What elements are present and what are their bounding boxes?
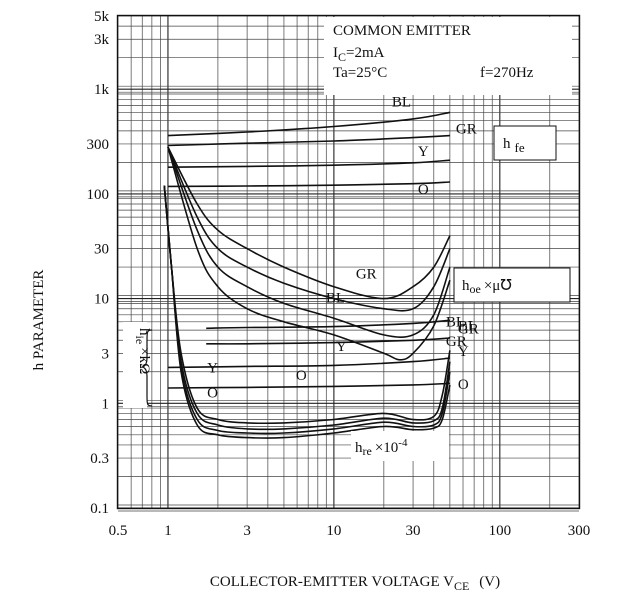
svg-text:hre×10-4: hre ×10-4 — [355, 437, 408, 458]
y-tick-label: 3k — [94, 32, 110, 48]
y-tick-label: 1k — [94, 82, 110, 98]
tick-labels: 0.5 1 3 10 30 100 300 5k 3k 1k 300 100 30 10 3 1 0.3 0.1 — [87, 9, 591, 539]
hfe-label: h fe — [493, 125, 557, 161]
svg-text:hie×kΩ: hie×kΩ — [133, 328, 152, 374]
y-tick-label: 100 — [87, 187, 110, 203]
hie-label-bl: BL — [446, 314, 465, 330]
hoe-label-o: O — [296, 368, 307, 384]
hoe-label-bl: BL — [326, 291, 345, 307]
condition-freq: f=270Hz — [480, 65, 534, 81]
hoe-label-gr: GR — [356, 267, 377, 283]
hoe-curve-o — [167, 146, 451, 361]
svg-text:hfe: h fe — [503, 136, 525, 155]
hie-label-gr: GR — [446, 334, 467, 350]
hie-curve-bl — [206, 319, 450, 330]
hie-curve-gr — [206, 337, 450, 345]
hre-label-y: Y — [458, 344, 469, 360]
hfe-curve-gr — [167, 134, 450, 147]
svg-text:hoe×μ℧: hoe ×μ℧ — [462, 278, 512, 296]
hre-label: hre ×10-4 — [351, 431, 449, 461]
y-tick-label: 3 — [102, 346, 110, 362]
hfe-label-bl: BL — [392, 94, 411, 110]
hie-label: hie×kΩ — [123, 322, 153, 408]
hfe-label-o: O — [418, 182, 429, 198]
y-axis-title: h PARAMETER — [31, 270, 47, 371]
hre-label-bl: BL — [458, 318, 477, 334]
y-tick-label: 30 — [94, 242, 109, 258]
hfe-label-y: Y — [418, 144, 429, 160]
hoe-label-y: Y — [336, 339, 347, 355]
x-axis-title: COLLECTOR-EMITTER VOLTAGE VCE (V) — [210, 574, 500, 593]
hre-label-o: O — [458, 377, 469, 393]
condition-ic: IC=2mA — [333, 45, 385, 64]
condition-box: COMMON EMITTER IC=2mA Ta=25°C f=270Hz — [324, 17, 572, 95]
hie-curve-o — [167, 382, 450, 389]
condition-ta: Ta=25°C — [333, 65, 387, 81]
hfe-curve-y — [167, 159, 450, 168]
hre-label-gr: GR — [458, 322, 479, 338]
hoe-curve-gr — [167, 146, 451, 312]
hie-curve-y — [167, 357, 450, 369]
y-tick-label: 5k — [94, 9, 110, 25]
hie-label-o: O — [207, 385, 218, 401]
x-tick-label: 3 — [243, 523, 251, 539]
x-tick-label: 10 — [326, 523, 341, 539]
hoe-label: hoe ×μ℧ — [453, 267, 571, 303]
x-tick-label: 0.5 — [109, 523, 128, 539]
curves — [163, 111, 451, 439]
hre-curve-o — [163, 185, 451, 439]
y-tick-label: 300 — [87, 137, 110, 153]
x-tick-label: 1 — [164, 523, 172, 539]
x-tick-label: 300 — [568, 523, 591, 539]
y-tick-label: 0.3 — [90, 451, 109, 467]
x-tick-label: 30 — [406, 523, 421, 539]
y-tick-label: 0.1 — [90, 501, 109, 517]
hfe-curve-bl — [167, 111, 451, 137]
hoe-curve-y — [167, 146, 451, 339]
condition-title: COMMON EMITTER — [333, 23, 471, 39]
y-tick-label: 10 — [94, 292, 109, 308]
hoe-curve-bl — [167, 146, 451, 300]
hie-label-y: Y — [207, 360, 218, 376]
hfe-curve-o — [167, 181, 450, 188]
plot-frame — [116, 14, 581, 510]
hfe-label-gr: GR — [456, 122, 477, 138]
x-tick-label: 100 — [489, 523, 512, 539]
y-tick-label: 1 — [102, 396, 110, 412]
